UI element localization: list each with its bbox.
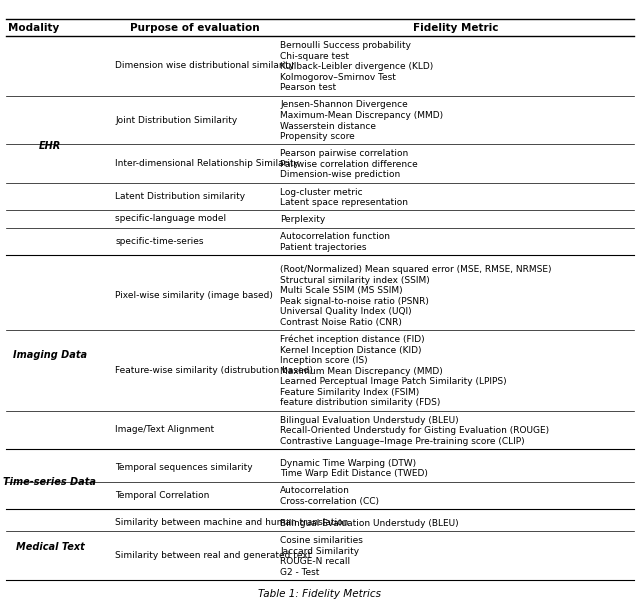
Text: Dynamic Time Warping (DTW): Dynamic Time Warping (DTW) bbox=[280, 459, 417, 468]
Text: Temporal Correlation: Temporal Correlation bbox=[115, 491, 209, 500]
Text: Bilingual Evaluation Understudy (BLEU): Bilingual Evaluation Understudy (BLEU) bbox=[280, 519, 459, 528]
Text: feature distribution similarity (FDS): feature distribution similarity (FDS) bbox=[280, 399, 441, 408]
Text: ROUGE-N recall: ROUGE-N recall bbox=[280, 557, 351, 566]
Text: Jaccard Similarity: Jaccard Similarity bbox=[280, 547, 360, 555]
Text: Table 1: Fidelity Metrics: Table 1: Fidelity Metrics bbox=[259, 589, 381, 599]
Text: Jensen-Shannon Divergence: Jensen-Shannon Divergence bbox=[280, 101, 408, 110]
Text: Dimension-wise prediction: Dimension-wise prediction bbox=[280, 171, 401, 180]
Text: Cosine similarities: Cosine similarities bbox=[280, 536, 363, 545]
Text: Maximum-Mean Discrepancy (MMD): Maximum-Mean Discrepancy (MMD) bbox=[280, 111, 444, 120]
Text: Propensity score: Propensity score bbox=[280, 132, 355, 141]
Text: Kolmogorov–Smirnov Test: Kolmogorov–Smirnov Test bbox=[280, 73, 396, 82]
Text: Chi-square test: Chi-square test bbox=[280, 52, 349, 61]
Text: Inter-dimensional Relationship Similarity: Inter-dimensional Relationship Similarit… bbox=[115, 159, 300, 168]
Text: EHR: EHR bbox=[39, 140, 61, 151]
Text: Pixel-wise similarity (image based): Pixel-wise similarity (image based) bbox=[115, 291, 273, 300]
Text: Latent space representation: Latent space representation bbox=[280, 198, 408, 207]
Text: specific-language model: specific-language model bbox=[115, 215, 227, 224]
Text: Feature Similarity Index (FSIM): Feature Similarity Index (FSIM) bbox=[280, 388, 420, 397]
Text: Learned Perceptual Image Patch Similarity (LPIPS): Learned Perceptual Image Patch Similarit… bbox=[280, 377, 507, 387]
Text: Autocorrelation: Autocorrelation bbox=[280, 487, 350, 496]
Text: Autocorrelation function: Autocorrelation function bbox=[280, 232, 390, 241]
Text: Medical Text: Medical Text bbox=[15, 542, 84, 552]
Text: Pearson pairwise correlation: Pearson pairwise correlation bbox=[280, 150, 408, 159]
Text: Modality: Modality bbox=[8, 23, 60, 33]
Text: Pairwise correlation difference: Pairwise correlation difference bbox=[280, 160, 418, 169]
Text: Cross-correlation (CC): Cross-correlation (CC) bbox=[280, 497, 380, 506]
Text: Bilingual Evaluation Understudy (BLEU): Bilingual Evaluation Understudy (BLEU) bbox=[280, 415, 459, 425]
Text: Fréchet inception distance (FID): Fréchet inception distance (FID) bbox=[280, 335, 425, 344]
Text: Time Warp Edit Distance (TWED): Time Warp Edit Distance (TWED) bbox=[280, 469, 428, 478]
Text: (Root/Normalized) Mean squared error (MSE, RMSE, NRMSE): (Root/Normalized) Mean squared error (MS… bbox=[280, 265, 552, 274]
Text: Pearson test: Pearson test bbox=[280, 83, 337, 92]
Text: Patient trajectories: Patient trajectories bbox=[280, 243, 367, 252]
Text: Similarity between real and generated text: Similarity between real and generated te… bbox=[115, 551, 312, 560]
Text: Structural similarity index (SSIM): Structural similarity index (SSIM) bbox=[280, 276, 430, 285]
Text: Latent Distribution similarity: Latent Distribution similarity bbox=[115, 192, 245, 201]
Text: Image/Text Alignment: Image/Text Alignment bbox=[115, 425, 214, 434]
Text: Peak signal-to-noise ratio (PSNR): Peak signal-to-noise ratio (PSNR) bbox=[280, 297, 429, 306]
Text: Bernoulli Success probability: Bernoulli Success probability bbox=[280, 41, 412, 50]
Text: Kernel Inception Distance (KID): Kernel Inception Distance (KID) bbox=[280, 346, 422, 355]
Text: Purpose of evaluation: Purpose of evaluation bbox=[131, 23, 260, 33]
Text: Similarity between machine and human translation: Similarity between machine and human tra… bbox=[115, 518, 349, 527]
Text: Perplexity: Perplexity bbox=[280, 215, 326, 224]
Text: G2 - Test: G2 - Test bbox=[280, 568, 320, 577]
Text: Contrast Noise Ratio (CNR): Contrast Noise Ratio (CNR) bbox=[280, 318, 402, 327]
Text: Joint Distribution Similarity: Joint Distribution Similarity bbox=[115, 116, 237, 125]
Text: Feature-wise similarity (distrubution based): Feature-wise similarity (distrubution ba… bbox=[115, 366, 313, 375]
Text: Wasserstein distance: Wasserstein distance bbox=[280, 122, 376, 131]
Text: Time-series Data: Time-series Data bbox=[3, 476, 97, 487]
Text: Imaging Data: Imaging Data bbox=[13, 350, 87, 359]
Text: Temporal sequences similarity: Temporal sequences similarity bbox=[115, 463, 253, 472]
Text: Log-cluster metric: Log-cluster metric bbox=[280, 188, 363, 197]
Text: Recall-Oriented Understudy for Gisting Evaluation (ROUGE): Recall-Oriented Understudy for Gisting E… bbox=[280, 426, 550, 435]
Text: Kullback-Leibler divergence (KLD): Kullback-Leibler divergence (KLD) bbox=[280, 62, 433, 71]
Text: Dimension wise distributional similarity: Dimension wise distributional similarity bbox=[115, 62, 294, 71]
Text: Contrastive Language–Image Pre-training score (CLIP): Contrastive Language–Image Pre-training … bbox=[280, 437, 525, 446]
Text: Maximum Mean Discrepancy (MMD): Maximum Mean Discrepancy (MMD) bbox=[280, 367, 443, 376]
Text: Universal Quality Index (UQI): Universal Quality Index (UQI) bbox=[280, 308, 412, 317]
Text: Fidelity Metric: Fidelity Metric bbox=[413, 23, 499, 33]
Text: Inception score (IS): Inception score (IS) bbox=[280, 356, 368, 365]
Text: Multi Scale SSIM (MS SSIM): Multi Scale SSIM (MS SSIM) bbox=[280, 286, 403, 295]
Text: specific-time-series: specific-time-series bbox=[115, 237, 204, 246]
